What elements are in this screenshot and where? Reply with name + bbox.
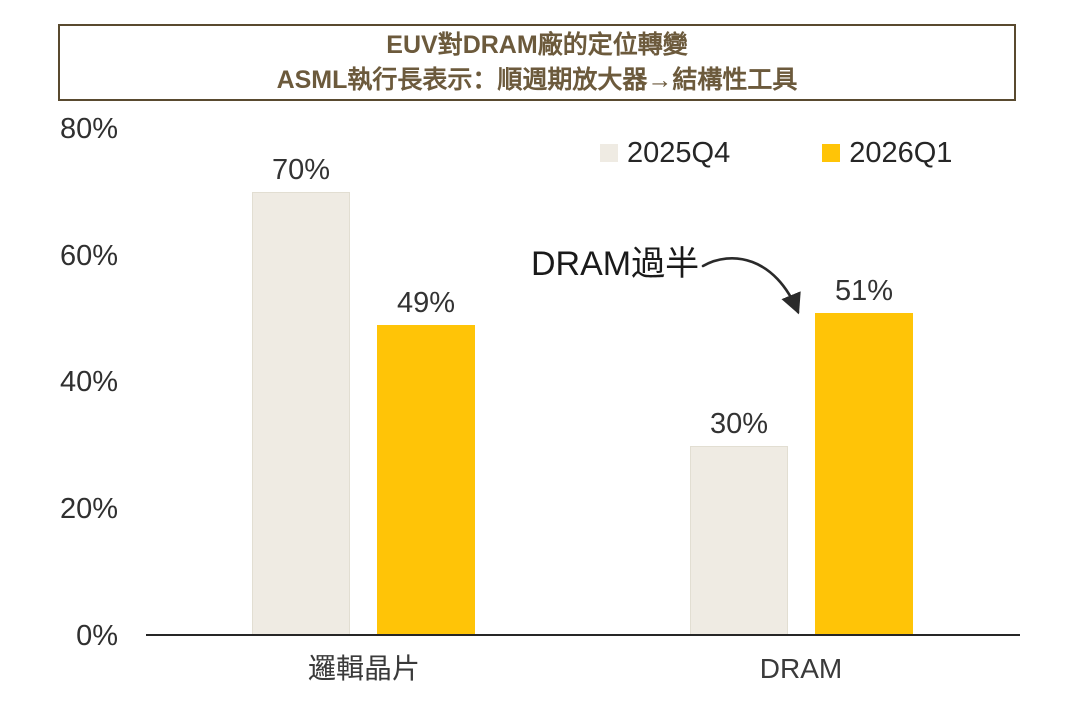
legend: 2025Q4 2026Q1 [600, 136, 952, 170]
legend-item-2026Q1: 2026Q1 [822, 136, 952, 170]
bar-2025Q4-DRAM [690, 445, 788, 636]
x-label-DRAM: DRAM [759, 653, 843, 684]
legend-swatch-icon [600, 144, 618, 162]
value-label-2026Q1-DRAM: 51% [834, 274, 894, 307]
y-tick-40%: 40% [59, 366, 118, 399]
annotation-arrow-icon [701, 257, 801, 315]
y-tick-20%: 20% [59, 493, 118, 526]
y-tick-0%: 0% [76, 620, 118, 652]
value-label-2025Q4-DRAM: 30% [709, 407, 769, 440]
chart-title: EUV對DRAM廠的定位轉變 [386, 30, 688, 59]
x-axis-line [146, 634, 1020, 636]
y-tick-60%: 60% [59, 239, 118, 272]
bar-2026Q1-邏輯晶片 [377, 325, 475, 636]
value-label-2026Q1-邏輯晶片: 49% [396, 287, 456, 320]
bar-2025Q4-邏輯晶片 [252, 192, 350, 636]
legend-label: 2026Q1 [849, 137, 953, 169]
title-box: EUV對DRAM廠的定位轉變 ASML執行長表示：順週期放大器→結構性工具 [58, 24, 1016, 101]
legend-label: 2025Q4 [627, 137, 731, 169]
legend-swatch-icon [822, 144, 841, 162]
annotation-text: DRAM過半 [531, 245, 700, 283]
y-tick-80%: 80% [59, 112, 118, 145]
x-label-邏輯晶片: 邏輯晶片 [307, 653, 420, 684]
value-label-2025Q4-邏輯晶片: 70% [271, 154, 331, 187]
legend-item-2025Q4: 2025Q4 [600, 136, 730, 170]
annotation: DRAM過半 [531, 243, 699, 285]
chart-subtitle: ASML執行長表示：順週期放大器→結構性工具 [276, 65, 798, 94]
bar-2026Q1-DRAM [815, 312, 913, 636]
